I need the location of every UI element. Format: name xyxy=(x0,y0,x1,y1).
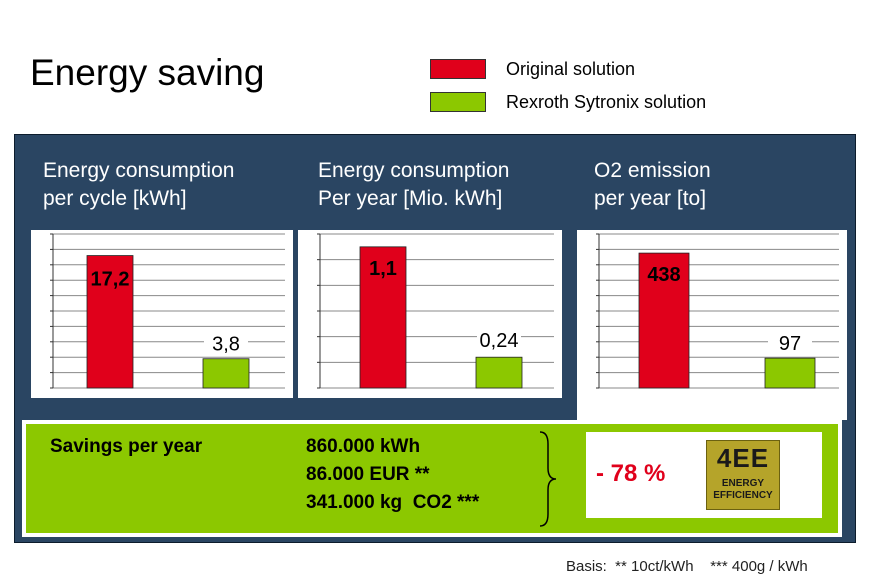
legend-swatch-original xyxy=(430,59,486,79)
chart-title: O2 emission per year [to] xyxy=(594,159,711,210)
value-label-bg xyxy=(477,329,521,352)
page-title: Energy saving xyxy=(30,52,265,93)
badge-subtitle: ENERGY EFFICIENCY xyxy=(713,478,773,501)
chart-per-cycle: 17,2 3,8 xyxy=(31,230,293,398)
chart-per-year: 1,1 0,24 xyxy=(298,230,562,398)
bar-value-label: 0,24 xyxy=(480,330,519,352)
bar-value-label: 1,1 xyxy=(369,258,397,280)
savings-eur: 86.000 EUR ** xyxy=(306,464,430,485)
badge-title: 4EE xyxy=(716,443,770,473)
value-label-bg xyxy=(768,332,812,355)
legend-swatch-sytronix xyxy=(430,92,486,112)
bar-sytronix xyxy=(475,356,523,389)
basis-footnote: Basis: ** 10ct/kWh *** 400g / kWh xyxy=(566,558,808,575)
savings-label: Savings per year xyxy=(50,436,203,457)
curly-brace-icon xyxy=(539,431,557,527)
bar-value-label: 17,2 xyxy=(91,269,130,291)
savings-band: Savings per year 860.000 kWh 86.000 EUR … xyxy=(22,420,842,537)
bar-value-label: 3,8 xyxy=(212,334,240,356)
bar-sytronix xyxy=(202,358,250,389)
chart-title: Energy consumption per cycle [kWh] xyxy=(43,159,235,210)
bar-original xyxy=(359,246,407,389)
savings-kwh: 860.000 kWh xyxy=(306,436,421,457)
chart-o2-emission: 438 97 xyxy=(577,230,847,420)
energy-efficiency-logo: 4EE ENERGY EFFICIENCY xyxy=(706,440,780,510)
bar-original xyxy=(86,255,134,389)
bar-sytronix xyxy=(764,357,816,389)
bar-chart-svg: 1,1 0,24 xyxy=(317,233,554,389)
bar-chart-svg: 17,2 3,8 xyxy=(50,233,285,389)
legend-item-sytronix: Rexroth Sytronix solution xyxy=(430,91,706,113)
legend-label: Rexroth Sytronix solution xyxy=(506,91,707,112)
bar-value-label: 438 xyxy=(647,264,680,286)
savings-panel: Savings per year 860.000 kWh 86.000 EUR … xyxy=(26,424,838,533)
chart-title: Energy consumption Per year [Mio. kWh] xyxy=(318,159,510,210)
legend-item-original: Original solution xyxy=(430,58,635,80)
legend-label: Original solution xyxy=(506,58,636,79)
bar-original xyxy=(638,252,690,389)
value-label-bg xyxy=(204,332,248,355)
savings-result-box: - 78 % 4EE ENERGY EFFICIENCY xyxy=(586,432,822,518)
bar-chart-svg: 438 97 xyxy=(596,233,839,389)
bar-value-label: 97 xyxy=(779,333,801,355)
savings-percent: - 78 % xyxy=(596,460,666,487)
savings-co2: 341.000 kg CO2 *** xyxy=(306,492,480,513)
